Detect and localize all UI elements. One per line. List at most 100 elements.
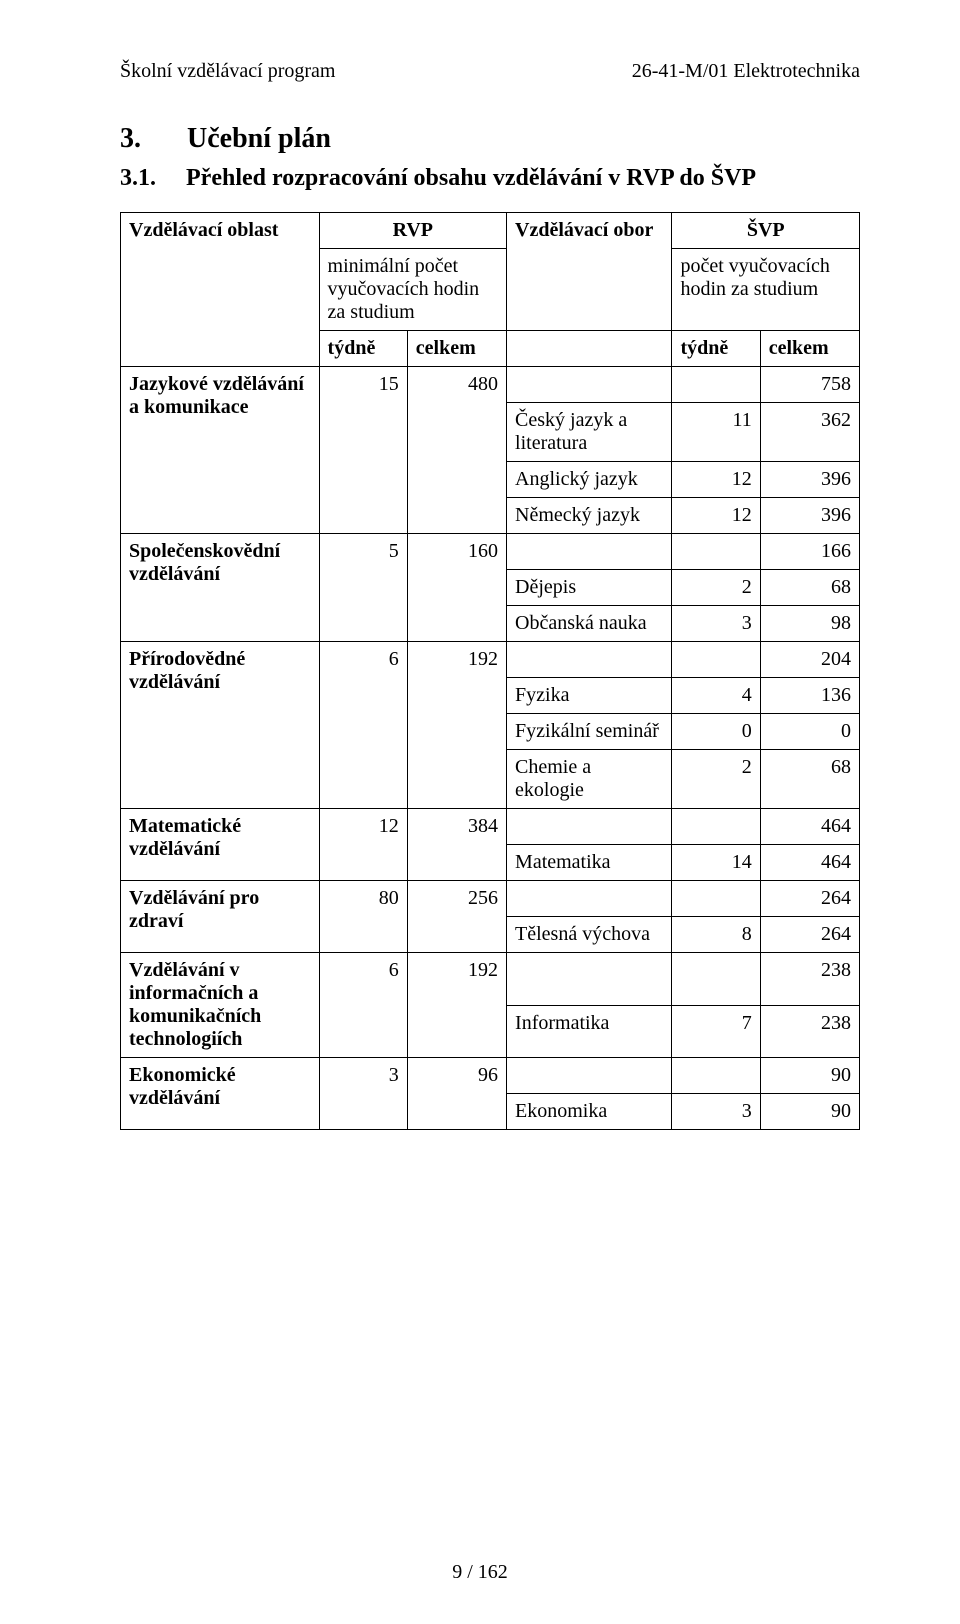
svp-celkem-cell: 0	[760, 714, 859, 750]
col-svp-tydne: týdně	[672, 331, 760, 367]
svp-total-cell: 758	[760, 367, 859, 403]
page-header: Školní vzdělávací program 26-41-M/01 Ele…	[120, 60, 860, 83]
subsection-number: 3.1.	[120, 165, 180, 192]
svp-celkem-cell: 264	[760, 917, 859, 953]
area-cell: Vzdělávání pro zdraví	[121, 881, 320, 953]
svp-tydne-cell	[672, 809, 760, 845]
rvp-celkem-cell: 192	[407, 642, 506, 809]
header-left: Školní vzdělávací program	[120, 60, 336, 83]
curriculum-table: Vzdělávací oblast RVP Vzdělávací obor ŠV…	[120, 212, 860, 1130]
svp-tydne-cell	[672, 1058, 760, 1094]
svp-tydne-cell: 11	[672, 403, 760, 462]
svp-tydne-cell: 14	[672, 845, 760, 881]
svp-tydne-cell: 12	[672, 498, 760, 534]
svp-celkem-cell: 98	[760, 606, 859, 642]
obor-cell: Tělesná výchova	[507, 917, 672, 953]
svp-celkem-cell: 396	[760, 498, 859, 534]
rvp-tydne-cell: 3	[319, 1058, 407, 1130]
svp-total-cell: 464	[760, 809, 859, 845]
rvp-tydne-cell: 12	[319, 809, 407, 881]
svp-total-cell: 90	[760, 1058, 859, 1094]
col-svp: ŠVP	[672, 213, 860, 249]
svp-tydne-cell: 0	[672, 714, 760, 750]
obor-cell: Ekonomika	[507, 1094, 672, 1130]
svp-total-cell: 238	[760, 953, 859, 1006]
section-number: 3.	[120, 123, 180, 155]
svp-tydne-cell: 2	[672, 570, 760, 606]
rvp-celkem-cell: 96	[407, 1058, 506, 1130]
svp-tydne-cell	[672, 367, 760, 403]
col-obor-blank	[507, 331, 672, 367]
obor-cell	[507, 809, 672, 845]
table-row: Přírodovědné vzdělávání6192204	[121, 642, 860, 678]
area-cell: Jazykové vzdělávání a komunikace	[121, 367, 320, 534]
svp-tydne-cell: 3	[672, 1094, 760, 1130]
table-row: Vzdělávání pro zdraví80256264	[121, 881, 860, 917]
obor-cell	[507, 881, 672, 917]
svp-celkem-cell: 362	[760, 403, 859, 462]
svp-celkem-cell: 238	[760, 1005, 859, 1058]
rvp-celkem-cell: 192	[407, 953, 506, 1058]
table-row: Vzdělávání v informačních a komunikačníc…	[121, 953, 860, 1006]
header-right: 26-41-M/01 Elektrotechnika	[632, 60, 860, 83]
svp-tydne-cell: 7	[672, 1005, 760, 1058]
svp-tydne-cell	[672, 642, 760, 678]
svp-total-cell: 204	[760, 642, 859, 678]
obor-cell: Matematika	[507, 845, 672, 881]
col-obor: Vzdělávací obor	[507, 213, 672, 331]
area-cell: Přírodovědné vzdělávání	[121, 642, 320, 809]
section-heading: 3. Učební plán	[120, 123, 860, 155]
svp-tydne-cell	[672, 534, 760, 570]
col-area: Vzdělávací oblast	[121, 213, 320, 367]
table-row: Jazykové vzdělávání a komunikace15480758	[121, 367, 860, 403]
table-header-row: Vzdělávací oblast RVP Vzdělávací obor ŠV…	[121, 213, 860, 249]
rvp-tydne-cell: 5	[319, 534, 407, 642]
svp-celkem-cell: 396	[760, 462, 859, 498]
obor-cell: Informatika	[507, 1005, 672, 1058]
rvp-celkem-cell: 160	[407, 534, 506, 642]
area-cell: Společenskovědní vzdělávání	[121, 534, 320, 642]
obor-cell	[507, 534, 672, 570]
col-rvp: RVP	[319, 213, 507, 249]
area-cell: Vzdělávání v informačních a komunikačníc…	[121, 953, 320, 1058]
subsection-heading: 3.1. Přehled rozpracování obsahu vzděláv…	[120, 165, 860, 192]
svp-celkem-cell: 68	[760, 570, 859, 606]
svp-celkem-cell: 68	[760, 750, 859, 809]
obor-cell: Chemie a ekologie	[507, 750, 672, 809]
svp-tydne-cell: 12	[672, 462, 760, 498]
svp-tydne-cell: 8	[672, 917, 760, 953]
svp-total-cell: 264	[760, 881, 859, 917]
obor-cell: Fyzikální seminář	[507, 714, 672, 750]
area-cell: Ekonomické vzdělávání	[121, 1058, 320, 1130]
obor-cell	[507, 1058, 672, 1094]
svp-tydne-cell: 2	[672, 750, 760, 809]
rvp-celkem-cell: 480	[407, 367, 506, 534]
rvp-tydne-cell: 6	[319, 642, 407, 809]
col-svp-celkem: celkem	[760, 331, 859, 367]
rvp-celkem-cell: 384	[407, 809, 506, 881]
obor-cell	[507, 367, 672, 403]
svp-tydne-cell	[672, 881, 760, 917]
area-cell: Matematické vzdělávání	[121, 809, 320, 881]
rvp-tydne-cell: 15	[319, 367, 407, 534]
table-row: Matematické vzdělávání12384464	[121, 809, 860, 845]
svp-celkem-cell: 90	[760, 1094, 859, 1130]
rvp-tydne-cell: 6	[319, 953, 407, 1058]
obor-cell: Německý jazyk	[507, 498, 672, 534]
rvp-celkem-cell: 256	[407, 881, 506, 953]
col-rvp-tydne: týdně	[319, 331, 407, 367]
svp-tydne-cell	[672, 953, 760, 1006]
obor-cell: Občanská nauka	[507, 606, 672, 642]
obor-cell: Fyzika	[507, 678, 672, 714]
obor-cell: Dějepis	[507, 570, 672, 606]
obor-cell	[507, 953, 672, 1006]
col-rvp-sub: minimální počet vyučovacích hodin za stu…	[319, 249, 507, 331]
page-footer: 9 / 162	[0, 1561, 960, 1584]
col-rvp-celkem: celkem	[407, 331, 506, 367]
obor-cell: Anglický jazyk	[507, 462, 672, 498]
obor-cell: Český jazyk a literatura	[507, 403, 672, 462]
col-svp-sub: počet vyučovacích hodin za studium	[672, 249, 860, 331]
rvp-tydne-cell: 80	[319, 881, 407, 953]
subsection-title: Přehled rozpracování obsahu vzdělávání v…	[186, 165, 756, 191]
svp-celkem-cell: 136	[760, 678, 859, 714]
